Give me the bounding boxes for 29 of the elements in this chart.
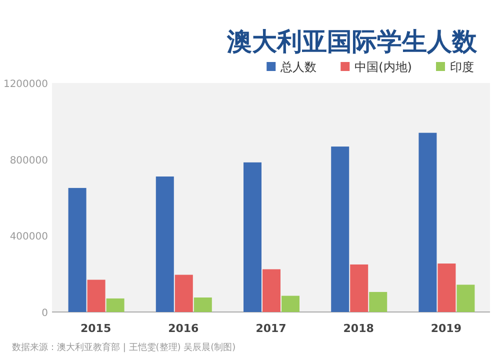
- legend-label: 中国(内地): [354, 60, 412, 74]
- legend-label: 印度: [450, 60, 474, 74]
- y-tick-label: 800000: [10, 155, 48, 166]
- bar: [350, 264, 368, 312]
- x-tick-label: 2019: [430, 322, 462, 335]
- x-tick-label: 2018: [343, 322, 374, 335]
- bar: [418, 132, 437, 312]
- bar: [68, 188, 86, 312]
- bar: [106, 298, 124, 312]
- source-note: 数据来源：澳大利亚教育部 | 王恺雯(整理) 吴辰晨(制图): [12, 342, 236, 353]
- bar: [174, 274, 193, 312]
- chart-title: 澳大利亚国际学生人数: [226, 27, 478, 56]
- bar: [194, 297, 212, 312]
- x-tick-label: 2017: [256, 322, 286, 335]
- x-tick-label: 2015: [80, 322, 112, 335]
- x-tick-label: 2016: [168, 322, 200, 335]
- bar: [438, 264, 456, 312]
- bar: [369, 292, 388, 312]
- bar: [244, 162, 262, 312]
- y-tick-label: 0: [42, 308, 48, 319]
- bar: [456, 284, 475, 312]
- bar: [87, 280, 106, 312]
- bar: [156, 176, 174, 312]
- y-tick-label: 1200000: [3, 79, 48, 90]
- y-tick-label: 400000: [10, 232, 48, 243]
- legend-label: 总人数: [280, 60, 317, 74]
- bar: [331, 146, 350, 312]
- bar: [262, 269, 280, 312]
- bar: [282, 296, 300, 312]
